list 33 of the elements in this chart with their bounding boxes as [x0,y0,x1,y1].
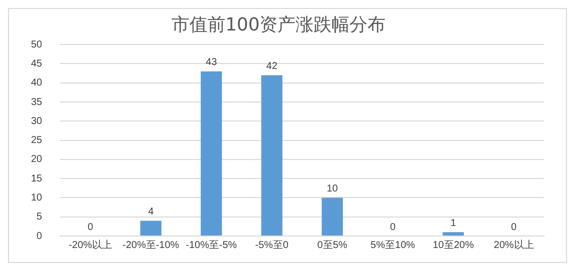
data-label: 0 [88,222,94,233]
x-tick-label: 5%至10% [370,240,416,251]
y-tick-label: 10 [31,192,43,204]
data-label: 1 [450,218,456,229]
y-tick-label: 50 [31,39,43,50]
data-label: 0 [390,222,396,233]
y-tick-label: 45 [31,58,43,70]
bar [442,232,464,236]
bar [261,75,282,236]
data-label: 0 [510,222,517,233]
y-tick-label: 15 [31,173,43,184]
data-label: 4 [148,206,154,218]
x-tick-label: -10%至-5% [186,240,237,251]
y-tick-label: 35 [31,96,43,108]
y-tick-label: 25 [31,135,43,146]
data-label: 42 [266,60,278,72]
x-tick-label: -5%至0 [255,240,289,251]
x-tick-label: 20%以上 [494,238,534,251]
bar [322,198,343,236]
x-tick-label: 0至5% [317,240,348,251]
x-tick-label: -20%至-10% [122,240,180,251]
y-tick-label: 0 [36,230,43,242]
y-tick-label: 40 [31,78,43,89]
bar [140,220,162,236]
chart-title: 市值前100资产涨跌幅分布 [171,14,386,36]
y-tick-label: 5 [36,212,43,223]
y-tick-label: 30 [31,116,43,127]
x-tick-label: -20%以上 [68,238,112,251]
bar [200,71,222,236]
data-label: 43 [206,57,218,68]
y-tick-label: 20 [31,154,43,166]
x-tick-label: 10至20% [432,240,474,251]
data-label: 10 [326,183,338,194]
